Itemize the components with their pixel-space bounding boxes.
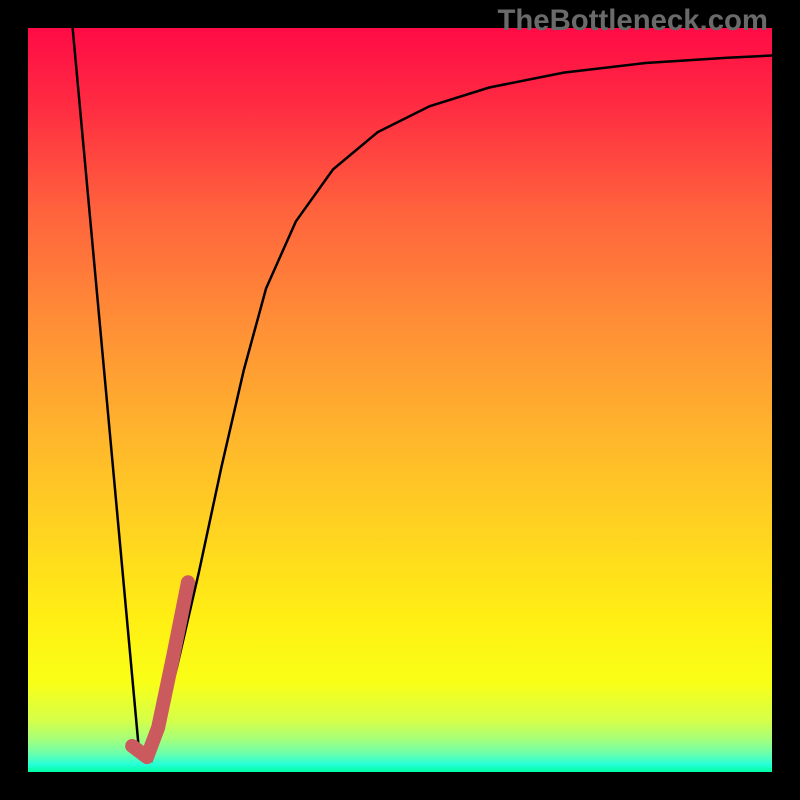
chart-frame: TheBottleneck.com bbox=[0, 0, 800, 800]
watermark-text: TheBottleneck.com bbox=[497, 4, 768, 38]
plot-area bbox=[28, 28, 772, 772]
marker-stroke bbox=[132, 582, 188, 757]
curves-layer bbox=[28, 28, 772, 772]
